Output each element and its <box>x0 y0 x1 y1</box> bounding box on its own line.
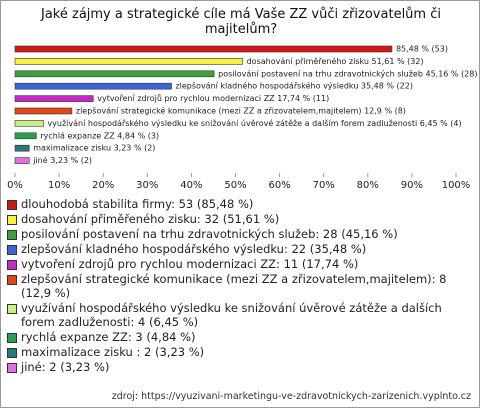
legend-label: posilování postavení na trhu zdravotnick… <box>21 227 398 241</box>
value-label: využívání hospodářského výsledku ke sniž… <box>47 118 461 128</box>
value-label: 85,48 % (53) <box>396 45 448 54</box>
value-label: zlepšování kladného hospodářského výsled… <box>175 81 412 91</box>
legend-swatch <box>7 348 17 358</box>
legend-swatch <box>7 230 17 240</box>
bar <box>14 95 94 102</box>
bar <box>14 157 30 164</box>
x-tick-label: 40% <box>180 180 202 191</box>
legend-swatch <box>7 363 17 373</box>
legend-swatch <box>7 275 17 285</box>
legend-item: využívání hospodářského výsledku ke sniž… <box>7 301 473 329</box>
legend-item: dlouhodobá stabilita firmy: 53 (85,48 %) <box>7 197 473 211</box>
x-tick-label: 70% <box>313 180 335 191</box>
x-tick-label: 60% <box>268 180 290 191</box>
legend-label: rychlá expanze ZZ: 3 (4,84 %) <box>21 330 196 344</box>
value-label: zlepšování strategické komunikace (mezi … <box>76 106 406 116</box>
bar <box>14 58 243 65</box>
x-tick-label: 90% <box>401 180 423 191</box>
x-tick-label: 100% <box>442 180 471 191</box>
legend-label: dosahování přiměřeného zisku: 32 (51,61 … <box>21 212 280 226</box>
legend-label: využívání hospodářského výsledku ke sniž… <box>21 301 442 329</box>
value-label: vytvoření zdrojů pro rychlou modernizaci… <box>97 93 329 103</box>
bar <box>14 107 73 115</box>
x-tick-label: 50% <box>224 180 246 191</box>
legend-swatch <box>7 215 17 225</box>
value-label: dosahování přiměřeného zisku 51,61 % (32… <box>247 56 424 66</box>
value-label: posilování postavení na trhu zdravotnick… <box>218 69 477 78</box>
legend-item: posilování postavení na trhu zdravotnick… <box>7 227 473 241</box>
x-tick-label: 10% <box>48 180 70 191</box>
value-label: jiné 3,23 % (2) <box>32 155 92 165</box>
value-label: rychlá expanze ZZ 4,84 % (3) <box>40 131 159 140</box>
chart-title: Jaké zájmy a strategické cíle má Vaše ZZ… <box>41 7 441 37</box>
bar <box>14 45 393 53</box>
legend-swatch <box>7 304 17 314</box>
bar <box>14 82 172 90</box>
legend-item: rychlá expanze ZZ: 3 (4,84 %) <box>7 330 473 344</box>
legend-swatch <box>7 260 17 270</box>
bar <box>14 144 30 152</box>
legend: dlouhodobá stabilita firmy: 53 (85,48 %)… <box>7 197 473 375</box>
legend-swatch <box>7 333 17 343</box>
legend-label: maximalizace zisku : 2 (3,23 %) <box>21 345 205 359</box>
plot: 85,48 % (53) dosahování přiměřeného zisku… <box>7 45 477 192</box>
value-label: maximalizace zisku 3,23 % (2) <box>33 144 155 153</box>
source: zdroj: https://vyuzivani-marketingu-ve-z… <box>111 391 471 402</box>
legend-label: dlouhodobá stabilita firmy: 53 (85,48 %) <box>21 197 254 211</box>
legend-label: jiné: 2 (3,23 %) <box>21 360 110 374</box>
legend-swatch <box>7 200 17 210</box>
legend-label: zlepšování strategické komunikace (mezi … <box>21 272 447 300</box>
legend-label: zlepšování kladného hospodářského výsled… <box>21 242 367 256</box>
legend-item: vytvoření zdrojů pro rychlou modernizaci… <box>7 257 473 271</box>
bar <box>14 70 215 78</box>
legend-label: vytvoření zdrojů pro rychlou modernizaci… <box>21 257 359 271</box>
legend-item: maximalizace zisku : 2 (3,23 %) <box>7 345 473 359</box>
x-tick-label: 80% <box>357 180 379 191</box>
bar <box>14 132 37 140</box>
bar <box>14 120 44 127</box>
legend-item: zlepšování kladného hospodářského výsled… <box>7 242 473 256</box>
legend-swatch <box>7 245 17 255</box>
x-tick-label: 0% <box>7 180 23 191</box>
legend-item: zlepšování strategické komunikace (mezi … <box>7 272 473 300</box>
legend-item: dosahování přiměřeného zisku: 32 (51,61 … <box>7 212 473 226</box>
legend-item: jiné: 2 (3,23 %) <box>7 360 473 374</box>
x-tick-label: 30% <box>136 180 158 191</box>
x-tick-label: 20% <box>92 180 114 191</box>
